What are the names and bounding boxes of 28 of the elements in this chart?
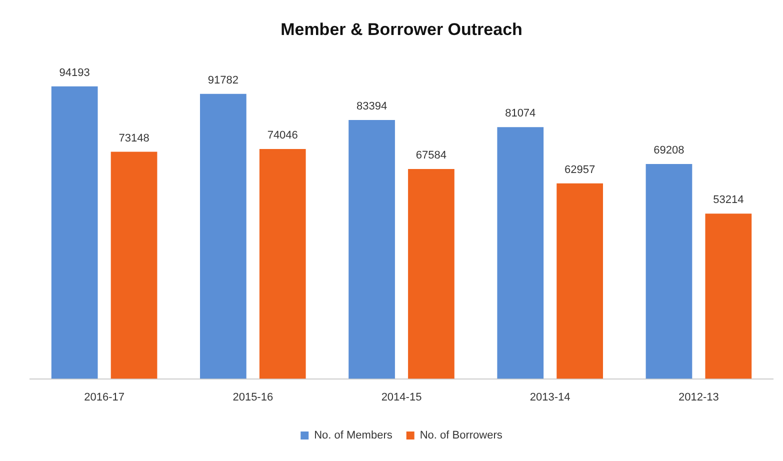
bar [646,164,692,379]
data-label: 74046 [267,129,298,142]
x-tick-label: 2015-16 [232,391,274,404]
data-label: 67584 [416,150,447,162]
bar [51,86,98,379]
bar [408,169,454,379]
data-label: 91782 [208,74,238,86]
legend-label: No. of Members [314,430,393,442]
legend-label: No. of Borrowers [420,430,503,442]
data-label: 83394 [356,100,388,112]
bar [110,152,158,379]
bar [705,214,752,379]
x-tick-label: 2012-13 [678,391,719,404]
bar [497,127,544,379]
data-label: 94193 [59,66,90,79]
x-tick-label: 2016-17 [84,391,124,404]
bar [348,120,395,379]
data-label: 53214 [713,194,744,206]
bar [259,148,306,379]
data-label: 73148 [118,132,150,144]
x-tick-label: 2013-14 [530,391,570,404]
x-tick-label: 2014-15 [381,391,422,404]
bar [200,94,246,379]
chart-title: Member & Borrower Outreach [280,20,522,39]
bar [556,183,603,379]
data-label: 69208 [654,144,684,157]
data-label: 62957 [564,164,596,176]
data-label: 81074 [505,108,536,120]
